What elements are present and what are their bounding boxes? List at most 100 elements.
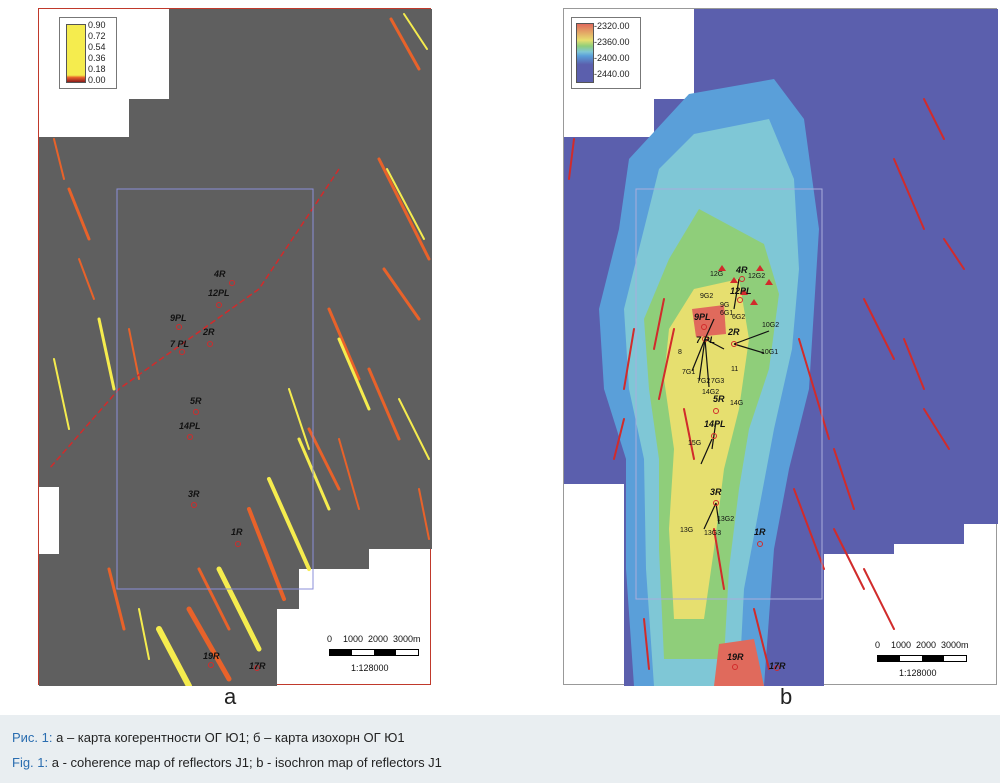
well-3r	[191, 502, 197, 508]
well-label: 1R	[754, 527, 766, 537]
well-label: 2R	[202, 327, 215, 337]
coherence-anomalies	[53, 13, 431, 686]
sidetrack-label: 13G2	[717, 516, 734, 523]
legend-value: -2320.00	[594, 21, 630, 31]
well-label: 5R	[713, 394, 725, 404]
sidetrack-label: 14G	[730, 400, 743, 407]
well-label: 14PL	[704, 419, 726, 429]
sidetrack-label: 9G	[720, 302, 729, 309]
well-label: 17R	[769, 661, 786, 671]
sidetrack-label: 11	[731, 366, 738, 373]
well-label: 14PL	[179, 421, 201, 431]
well-5r	[193, 409, 199, 415]
well-17r	[254, 665, 260, 671]
scale-tick: 3000m	[393, 634, 421, 644]
well-label: 2R	[727, 327, 740, 337]
coherence-legend: 0.90 0.72 0.54 0.36 0.18 0.00	[59, 17, 117, 89]
well-2r	[731, 341, 737, 347]
sidetrack-label: 7G1	[682, 369, 695, 376]
sidetrack-label: 14G2	[702, 389, 719, 396]
scale-bar: 0 1000 2000 3000m 1:128000	[871, 637, 971, 683]
caption-ru: Рис. 1: а – карта когерентности ОГ Ю1; б…	[12, 730, 405, 745]
legend-value: 0.54	[88, 42, 106, 52]
scale-tick: 3000m	[941, 640, 969, 650]
well-5r	[713, 408, 719, 414]
well-label: 7 PL	[696, 335, 715, 345]
sidetrack-label: 15G	[688, 440, 701, 447]
well-14pl	[187, 434, 193, 440]
scale-tick: 0	[875, 640, 881, 650]
survey-frame	[116, 188, 314, 590]
well-1r	[757, 541, 763, 547]
coherence-area	[39, 9, 432, 686]
coherence-map-canvas: 4R 12PL 9PL 2R 7 PL 5R 14PL 3R 1R 19R 17…	[39, 9, 432, 686]
well-label: 3R	[710, 487, 722, 497]
well-12pl	[737, 297, 743, 303]
well-3r	[713, 500, 719, 506]
well-2r	[207, 341, 213, 347]
well-4r	[229, 280, 235, 286]
scale-tick: 0	[327, 634, 333, 644]
scale-segments	[877, 655, 967, 662]
scale-ratio: 1:128000	[899, 668, 937, 678]
sidetrack-label: 7G2	[697, 378, 710, 385]
well-12pl	[216, 302, 222, 308]
survey-frame	[635, 188, 823, 600]
well-label: 17R	[249, 661, 266, 671]
legend-value: -2440.00	[594, 69, 630, 79]
legend-value: 0.00	[88, 75, 106, 85]
well-labels: 4R 12PL 9PL 2R 7 PL 5R 14PL 3R 1R 19R 17…	[170, 269, 266, 671]
sidetrack-label: 6G1	[720, 310, 733, 317]
scale-ratio: 1:128000	[351, 663, 389, 673]
fault-segments	[568, 98, 965, 670]
legend-value: -2400.00	[594, 53, 630, 63]
well-label: 12PL	[730, 286, 752, 296]
well-19r	[208, 662, 214, 668]
isochron-legend: -2320.00 -2360.00 -2400.00 -2440.00	[571, 17, 641, 89]
well-17r	[774, 665, 780, 671]
panel-letter-a: a	[224, 684, 237, 709]
well-label: 1R	[231, 527, 243, 537]
well-7pl	[179, 349, 185, 355]
well-label: 4R	[735, 265, 748, 275]
well-label: 19R	[203, 651, 220, 661]
well-label: 5R	[190, 396, 202, 406]
well-14pl	[711, 433, 717, 439]
well-markers	[176, 280, 260, 671]
well-labels: 4R 12PL 9PL 2R 7 PL 5R 14PL 3R 1R 19R 17…	[694, 265, 786, 671]
well-markers	[701, 276, 780, 671]
legend-color-bar	[66, 24, 86, 83]
well-label: 3R	[188, 489, 200, 499]
fault-line	[48, 168, 340, 470]
well-label: 9PL	[170, 313, 187, 323]
zone-red-a	[692, 305, 726, 337]
isochron-map: 4R 12PL 9PL 2R 7 PL 5R 14PL 3R 1R 19R 17…	[563, 8, 998, 686]
well-label: 7 PL	[170, 339, 189, 349]
well-trajectories	[691, 278, 770, 530]
caption-en-text: a - coherence map of reflectors J1; b - …	[48, 755, 442, 770]
legend-value: -2360.00	[594, 37, 630, 47]
well-9pl	[701, 324, 707, 330]
well-7pl	[702, 336, 708, 342]
scale-segments	[329, 649, 419, 656]
caption-ru-text: а – карта когерентности ОГ Ю1; б – карта…	[52, 730, 405, 745]
sidetrack-labels: 12G 12G2 9G2 9G 6G1 6G2 10G2 10G1 8 7G1 …	[678, 271, 779, 537]
sidetrack-label: 12G	[710, 271, 723, 278]
sidetrack-label: 10G2	[762, 322, 779, 329]
coherence-map: 4R 12PL 9PL 2R 7 PL 5R 14PL 3R 1R 19R 17…	[38, 8, 432, 686]
caption-en-prefix: Fig. 1:	[12, 755, 49, 770]
panel-letter-b: b	[780, 684, 793, 709]
scale-bar: 0 1000 2000 3000m 1:128000	[323, 631, 423, 681]
legend-value: 0.18	[88, 64, 106, 74]
sidetrack-label: 8	[678, 349, 682, 356]
well-label: 4R	[213, 269, 226, 279]
sidetrack-label: 9G2	[700, 293, 713, 300]
well-label: 12PL	[208, 288, 230, 298]
well-label: 19R	[727, 652, 744, 662]
well-19r	[732, 664, 738, 670]
sidetrack-label: 13G3	[704, 530, 721, 537]
legend-value: 0.36	[88, 53, 106, 63]
well-label: 9PL	[694, 312, 711, 322]
caption-ru-prefix: Рис. 1:	[12, 730, 53, 745]
scale-tick: 1000	[343, 634, 364, 644]
